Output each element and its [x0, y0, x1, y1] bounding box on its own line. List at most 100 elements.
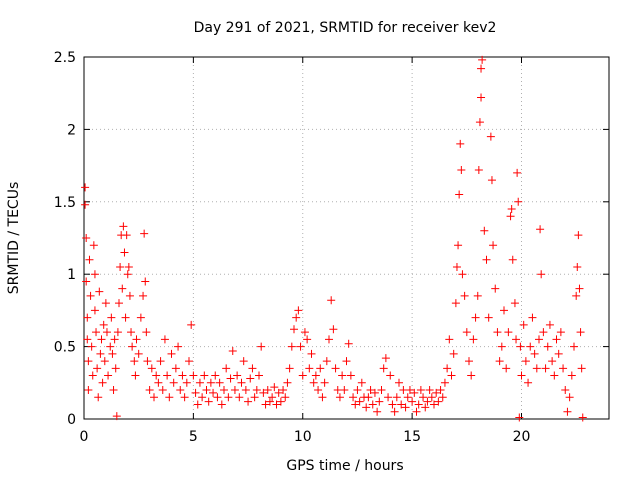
data-point [96, 349, 105, 358]
data-point [98, 378, 107, 387]
data-point [507, 205, 516, 214]
data-point [561, 386, 570, 395]
data-points [81, 55, 587, 422]
data-point [87, 342, 96, 351]
data-point [322, 357, 331, 366]
data-point [362, 403, 371, 412]
data-point [195, 378, 204, 387]
data-point [235, 393, 244, 402]
y-tick-label: 2.5 [54, 50, 76, 66]
data-point [486, 132, 495, 141]
data-point [136, 313, 145, 322]
data-point [100, 357, 109, 366]
data-point [545, 320, 554, 329]
data-point [309, 378, 318, 387]
data-point [521, 357, 530, 366]
data-point [110, 335, 119, 344]
data-point [185, 357, 193, 366]
data-point [559, 364, 568, 373]
data-point [491, 284, 500, 293]
data-point [412, 407, 421, 416]
data-point [239, 357, 248, 366]
y-tick-label: 0.5 [54, 340, 76, 356]
data-point [392, 393, 401, 402]
x-tick-label: 5 [189, 429, 198, 445]
data-point [574, 231, 583, 240]
data-point [287, 342, 296, 351]
data-point [349, 393, 358, 402]
data-point [281, 393, 290, 402]
data-point [187, 320, 196, 329]
data-point [462, 328, 471, 337]
data-point [132, 335, 141, 344]
data-point [570, 342, 578, 351]
data-point [279, 386, 288, 395]
data-point [171, 364, 180, 373]
data-point [104, 371, 113, 380]
data-point [477, 93, 486, 102]
data-point [320, 378, 329, 387]
data-point [500, 306, 508, 315]
data-point [237, 378, 246, 387]
data-point [95, 287, 104, 296]
data-point [508, 255, 517, 264]
data-point [512, 335, 521, 344]
y-tick-label: 2 [67, 122, 76, 138]
data-point [575, 284, 584, 293]
data-point [550, 371, 559, 380]
data-point [423, 397, 432, 406]
data-point [454, 241, 463, 250]
data-point [109, 386, 118, 395]
data-point [292, 313, 301, 322]
data-point [384, 393, 393, 402]
data-point [342, 357, 351, 366]
data-point [419, 393, 428, 402]
data-point [458, 270, 467, 279]
y-axis-label: SRMTID / TECUs [6, 182, 22, 295]
data-point [123, 270, 132, 279]
data-point [465, 357, 473, 366]
data-point [567, 371, 576, 380]
data-point [353, 386, 362, 395]
data-point [430, 400, 438, 409]
data-point [200, 371, 209, 380]
data-point [577, 364, 586, 373]
data-point [226, 374, 235, 383]
data-point [482, 255, 491, 264]
data-point [335, 393, 344, 402]
data-point [141, 277, 150, 286]
data-point [93, 364, 102, 373]
data-point [331, 364, 340, 373]
data-point [532, 364, 541, 373]
data-point [554, 349, 563, 358]
data-point [228, 346, 237, 355]
data-point [390, 407, 399, 416]
data-point [370, 388, 379, 397]
data-point [436, 386, 445, 395]
data-point [120, 248, 129, 257]
data-point [517, 371, 526, 380]
data-point [85, 255, 94, 264]
data-point [178, 371, 187, 380]
data-point [296, 342, 305, 351]
data-point [139, 291, 148, 300]
x-axis-label: GPS time / hours [286, 458, 403, 474]
data-point [452, 262, 461, 271]
y-tick-label: 1.5 [54, 195, 76, 211]
data-point [130, 357, 139, 366]
data-point [147, 364, 156, 373]
data-point [252, 386, 261, 395]
chart-title: Day 291 of 2021, SRMTID for receiver kev… [194, 20, 497, 36]
data-point [474, 165, 483, 174]
data-point [495, 357, 504, 366]
data-point [484, 313, 493, 322]
data-point [233, 371, 242, 380]
data-point [211, 371, 220, 380]
data-point [276, 397, 285, 406]
data-point [397, 400, 406, 409]
data-point [156, 357, 165, 366]
data-point [298, 371, 307, 380]
data-point [516, 342, 525, 351]
data-point [379, 364, 388, 373]
data-point [92, 328, 101, 337]
